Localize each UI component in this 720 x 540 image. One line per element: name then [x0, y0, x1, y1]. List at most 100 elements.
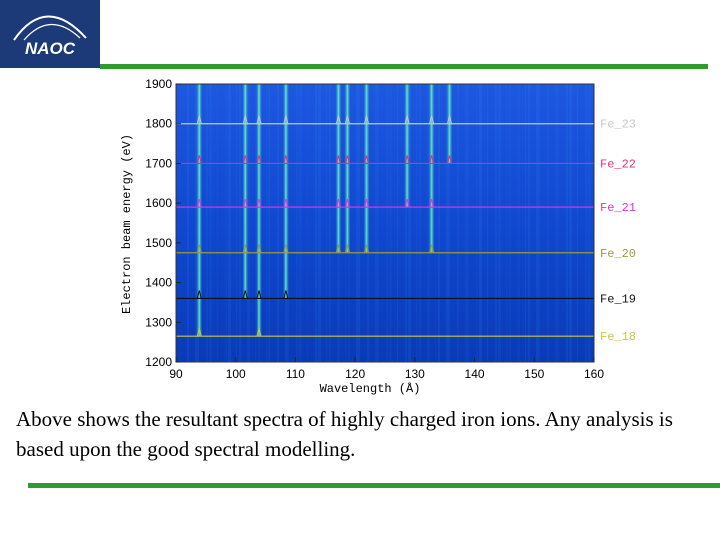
series-peak — [256, 155, 262, 164]
series-peak — [404, 115, 410, 124]
background-streak — [487, 84, 488, 362]
background-streak — [577, 84, 578, 362]
background-streak — [558, 84, 559, 362]
legend-label: Fe_23 — [600, 118, 636, 132]
background-streak — [318, 84, 321, 362]
y-tick-label: 1700 — [145, 156, 172, 170]
background-streak — [187, 84, 189, 362]
naoc-logo: NAOC — [0, 0, 100, 68]
x-tick-label: 100 — [226, 367, 246, 381]
logo-graphic: NAOC — [13, 15, 87, 58]
series-peak — [196, 328, 202, 337]
series-peak — [283, 244, 289, 253]
series-peak — [429, 115, 435, 124]
background-streak — [476, 84, 478, 362]
background-streak — [266, 84, 269, 362]
background-streak — [495, 84, 497, 362]
series-peak — [242, 115, 248, 124]
background-streak — [479, 84, 482, 362]
series-peak — [344, 198, 350, 208]
series-peak — [344, 244, 350, 253]
y-tick-label: 1200 — [145, 355, 172, 369]
legend-label: Fe_21 — [600, 201, 636, 215]
legend-label: Fe_19 — [600, 292, 636, 306]
background-streak — [465, 84, 468, 362]
series-peak — [344, 155, 350, 164]
background-streak — [375, 84, 378, 362]
background-streak — [517, 84, 520, 362]
background-streak — [506, 84, 507, 362]
x-tick-label: 150 — [524, 367, 544, 381]
x-tick-label: 110 — [286, 367, 305, 381]
background-streak — [315, 84, 317, 362]
y-tick-label: 1500 — [145, 236, 172, 250]
background-streak — [247, 84, 250, 362]
bottom-divider — [28, 483, 720, 488]
background-streak — [416, 84, 417, 362]
series-peak — [344, 115, 350, 124]
emission-line — [256, 84, 263, 337]
x-tick-label: 160 — [584, 367, 604, 381]
spectra-chart: 90 100 110 120 130 140 150 160 1200 1300 1400 1500… — [120, 77, 636, 396]
emission-line — [335, 84, 342, 253]
background-streak — [509, 84, 511, 362]
y-tick-label: 1600 — [145, 196, 172, 210]
series-peak — [242, 198, 248, 208]
x-tick-label: 90 — [169, 367, 183, 381]
series-peak — [242, 244, 248, 253]
background-streak — [299, 84, 302, 362]
series-peak — [364, 155, 369, 164]
background-streak — [536, 84, 539, 362]
series-peak — [335, 155, 341, 164]
background-streak — [435, 84, 436, 362]
background-streak — [539, 84, 540, 362]
x-tick-label: 120 — [345, 367, 365, 381]
background-streak — [378, 84, 379, 362]
emission-line — [344, 84, 351, 253]
background-streak — [179, 84, 180, 362]
emission-line — [242, 84, 249, 299]
background-streak — [356, 84, 359, 362]
series-peak — [242, 155, 248, 164]
background-streak — [528, 84, 530, 362]
series-peak — [196, 155, 202, 164]
background-streak — [359, 84, 360, 362]
background-streak — [239, 84, 241, 362]
background-streak — [555, 84, 558, 362]
series-peak — [364, 198, 369, 208]
emission-line — [196, 84, 203, 337]
x-axis-label: Wavelength (Å) — [320, 381, 421, 396]
background-streak — [206, 84, 208, 362]
series-peak — [256, 244, 262, 253]
background-streak — [468, 84, 469, 362]
emission-line — [282, 84, 289, 299]
emission-line — [428, 84, 435, 253]
series-peak — [429, 155, 435, 164]
series-peak — [404, 155, 410, 164]
x-tick-label: 130 — [405, 367, 425, 381]
plot-frame — [175, 83, 595, 363]
background-streak — [326, 84, 327, 362]
background-streak — [569, 84, 572, 362]
series-peak — [242, 290, 248, 299]
background-streak — [277, 84, 279, 362]
legend-label: Fe_18 — [600, 330, 636, 344]
y-tick-label: 1300 — [145, 315, 172, 329]
background-streak — [525, 84, 526, 362]
background-streak — [225, 84, 227, 362]
background-streak — [397, 84, 398, 362]
legend-label: Fe_22 — [600, 157, 636, 171]
background-streak — [228, 84, 231, 362]
series-peak — [256, 115, 262, 124]
logo-text: NAOC — [25, 39, 76, 58]
spectra-figure: 90 100 110 120 130 140 150 160 1200 1300 1400 1500… — [110, 74, 650, 401]
background-streak — [329, 84, 331, 362]
background-streak — [389, 84, 392, 362]
background-streak — [449, 84, 450, 362]
background-streak — [236, 84, 237, 362]
background-streak — [457, 84, 459, 362]
y-tick-label: 1400 — [145, 276, 172, 290]
background-streak — [585, 84, 587, 362]
plot-background — [176, 84, 594, 362]
series-peak — [283, 290, 289, 299]
